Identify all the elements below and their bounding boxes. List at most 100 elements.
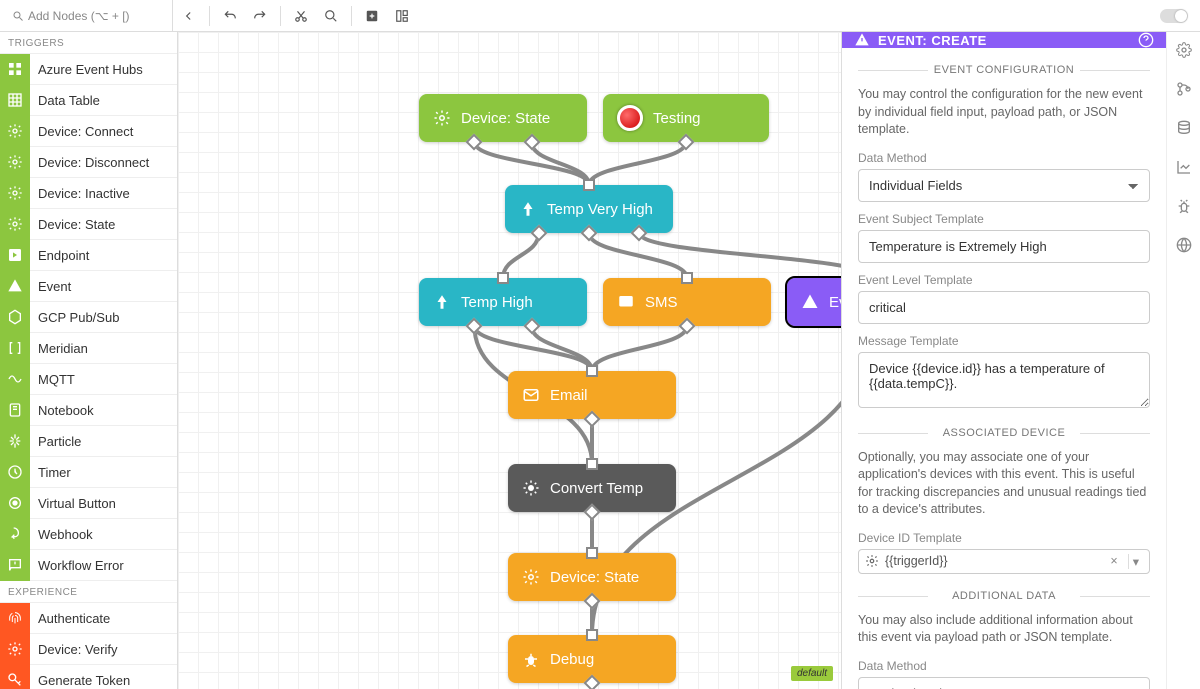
node-label: Debug: [550, 651, 594, 668]
git-icon[interactable]: [1176, 81, 1192, 102]
level-label: Event Level Template: [858, 273, 1150, 287]
palette-item[interactable]: Notebook: [0, 395, 177, 426]
zoom-button[interactable]: [317, 2, 345, 30]
node-label: Temp High: [461, 294, 533, 311]
palette-item-label: Azure Event Hubs: [30, 62, 143, 77]
warning-icon: [854, 32, 870, 48]
node-palette-sidebar: TRIGGERSAzure Event HubsData TableDevice…: [0, 32, 178, 689]
add-button[interactable]: [358, 2, 386, 30]
palette-item-label: Device: Connect: [30, 124, 133, 139]
key-icon: [0, 665, 30, 689]
palette-item-label: Notebook: [30, 403, 94, 418]
workflow-node[interactable]: Temp High: [419, 278, 587, 326]
workflow-node[interactable]: SMS: [603, 278, 771, 326]
palette-item[interactable]: Device: Verify: [0, 634, 177, 665]
table-icon: [0, 85, 30, 116]
palette-item-label: Workflow Error: [30, 558, 124, 573]
section-title-device: ASSOCIATED DEVICE: [858, 427, 1150, 439]
subject-label: Event Subject Template: [858, 212, 1150, 226]
palette-item[interactable]: Meridian: [0, 333, 177, 364]
palette-item[interactable]: Device: State: [0, 209, 177, 240]
palette-item-label: GCP Pub/Sub: [30, 310, 119, 325]
node-label: Temp Very High: [547, 201, 653, 218]
workflow-node[interactable]: Temp Very High: [505, 185, 673, 233]
sun-icon: [522, 479, 540, 497]
level-input[interactable]: [858, 291, 1150, 324]
separator: [209, 6, 210, 26]
bug-icon: [522, 650, 540, 668]
additional-method-select[interactable]: Payload Path: [858, 677, 1150, 689]
palette-item-label: Device: Disconnect: [30, 155, 149, 170]
palette-item[interactable]: Data Table: [0, 85, 177, 116]
palette-item-label: Authenticate: [30, 611, 110, 626]
message-label: Message Template: [858, 334, 1150, 348]
error-icon: [0, 550, 30, 581]
palette-item[interactable]: Particle: [0, 426, 177, 457]
gear-icon: [0, 178, 30, 209]
palette-item[interactable]: Webhook: [0, 519, 177, 550]
help-icon[interactable]: [1138, 32, 1154, 48]
palette-item-label: Device: Verify: [30, 642, 117, 657]
palette-item[interactable]: Azure Event Hubs: [0, 54, 177, 85]
default-version-badge: default: [791, 666, 833, 681]
palette-item[interactable]: Endpoint: [0, 240, 177, 271]
palette-item-label: Event: [30, 279, 71, 294]
workflow-node[interactable]: Device: State: [508, 553, 676, 601]
workflow-canvas[interactable]: default Device: State Testing Temp Very Hi…: [178, 32, 841, 689]
palette-item[interactable]: Device: Disconnect: [0, 147, 177, 178]
clock-icon: [0, 457, 30, 488]
data-method-label: Data Method: [858, 151, 1150, 165]
message-textarea[interactable]: Device {{device.id}} has a temperature o…: [858, 352, 1150, 408]
palette-item[interactable]: Timer: [0, 457, 177, 488]
back-button[interactable]: [175, 2, 203, 30]
wave-icon: [0, 364, 30, 395]
device-id-dropdown[interactable]: ▾: [1128, 554, 1143, 569]
storage-icon[interactable]: [1176, 120, 1192, 141]
hook-icon: [0, 519, 30, 550]
section-title-config: EVENT CONFIGURATION: [858, 64, 1150, 76]
subject-input[interactable]: [858, 230, 1150, 263]
data-method-select[interactable]: Individual Fields: [858, 169, 1150, 202]
node-label: Device: State: [461, 110, 550, 127]
palette-item[interactable]: Device: Inactive: [0, 178, 177, 209]
workflow-node[interactable]: Testing: [603, 94, 769, 142]
add-nodes-search[interactable]: Add Nodes (⌥ + [): [6, 0, 173, 31]
device-id-input[interactable]: {{triggerId}} × ▾: [858, 549, 1150, 574]
additional-desc: You may also include additional informat…: [858, 612, 1150, 647]
palette-item[interactable]: Workflow Error: [0, 550, 177, 581]
workflow-node[interactable]: Device: State: [419, 94, 587, 142]
palette-item[interactable]: Virtual Button: [0, 488, 177, 519]
undo-button[interactable]: [216, 2, 244, 30]
enable-toggle[interactable]: [1160, 9, 1188, 23]
palette-item[interactable]: Device: Connect: [0, 116, 177, 147]
globe-icon[interactable]: [1176, 237, 1192, 258]
cut-button[interactable]: [287, 2, 315, 30]
palette-item[interactable]: Generate Token: [0, 665, 177, 689]
palette-item-label: Endpoint: [30, 248, 89, 263]
chat-icon: [617, 293, 635, 311]
workflow-node[interactable]: Convert Temp: [508, 464, 676, 512]
settings-icon[interactable]: [1176, 42, 1192, 63]
palette-item-label: Data Table: [30, 93, 100, 108]
workflow-node[interactable]: Debug: [508, 635, 676, 683]
virtual-button-icon: [617, 105, 643, 131]
palette-item[interactable]: GCP Pub/Sub: [0, 302, 177, 333]
arrow-right-icon: [0, 240, 30, 271]
palette-item-label: Device: Inactive: [30, 186, 130, 201]
layout-button[interactable]: [388, 2, 416, 30]
section-title-additional: ADDITIONAL DATA: [858, 590, 1150, 602]
workflow-node[interactable]: Email: [508, 371, 676, 419]
palette-item[interactable]: Event: [0, 271, 177, 302]
chart-icon[interactable]: [1176, 159, 1192, 180]
spark-icon: [0, 426, 30, 457]
workflow-node[interactable]: Event: Create: [787, 278, 841, 326]
bug-icon[interactable]: [1176, 198, 1192, 219]
node-label: Email: [550, 387, 588, 404]
clear-device-id[interactable]: ×: [1106, 554, 1121, 568]
gear-icon: [0, 147, 30, 178]
top-toolbar: Add Nodes (⌥ + [): [0, 0, 1200, 32]
warning-icon: [801, 293, 819, 311]
palette-item[interactable]: Authenticate: [0, 603, 177, 634]
redo-button[interactable]: [246, 2, 274, 30]
palette-item[interactable]: MQTT: [0, 364, 177, 395]
